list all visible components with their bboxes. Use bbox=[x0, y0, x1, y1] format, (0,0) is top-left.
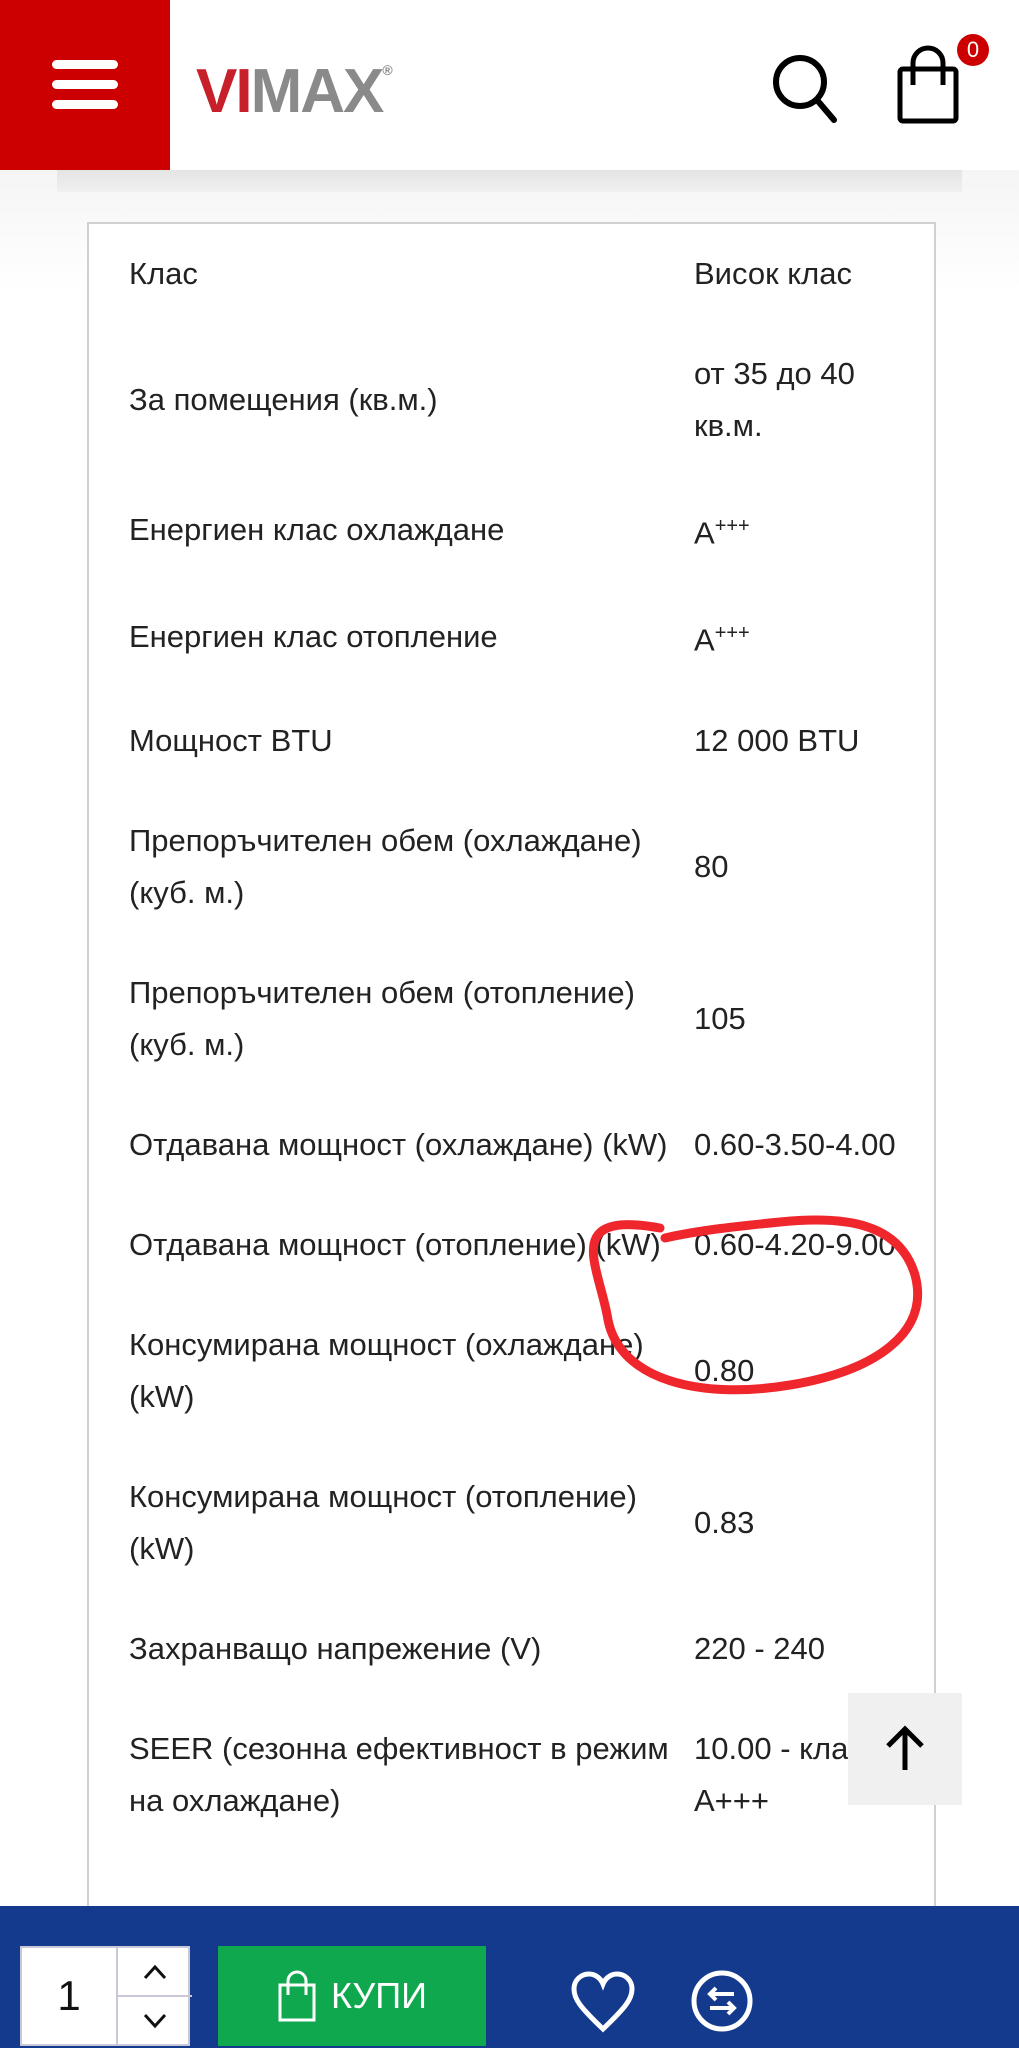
spec-label: Енергиен клас отопление bbox=[129, 618, 498, 654]
spec-value: A+++ bbox=[694, 622, 750, 658]
spec-value: 0.60-4.20-9.00 bbox=[694, 1226, 896, 1262]
spec-value: 220 - 240 bbox=[694, 1630, 825, 1666]
spec-row: Препоръчителен обем (отопление) (куб. м.… bbox=[89, 943, 934, 1095]
menu-icon-bar bbox=[52, 100, 118, 109]
buy-label: КУПИ bbox=[331, 1975, 427, 2016]
spec-label: Мощност BTU bbox=[129, 722, 333, 758]
spec-row: Консумирана мощност (охлаждане) (kW) 0.80 bbox=[89, 1295, 934, 1447]
quantity-decrease-button[interactable] bbox=[116, 1997, 192, 2044]
spec-label: Консумирана мощност (отопление) (kW) bbox=[129, 1478, 637, 1566]
chevron-up-icon bbox=[143, 1964, 167, 1979]
quantity-increase-button[interactable] bbox=[116, 1948, 192, 1997]
menu-icon-bar bbox=[52, 80, 118, 89]
spec-label: За помещения (кв.м.) bbox=[129, 382, 438, 417]
header-shadow bbox=[57, 170, 962, 192]
spec-label: Консумирана мощност (охлаждане) (kW) bbox=[129, 1326, 644, 1414]
spec-row: Мощност BTU 12 000 BTU bbox=[89, 691, 934, 791]
spec-label: Отдавана мощност (отопление) (kW) bbox=[129, 1226, 661, 1262]
heart-icon[interactable] bbox=[570, 1971, 636, 2033]
spec-value: Висок клас bbox=[694, 256, 852, 291]
spec-row: Отдавана мощност (отопление) (kW) 0.60-4.… bbox=[89, 1195, 934, 1295]
spec-row: Енергиен клас отопление A+++ bbox=[89, 583, 934, 690]
bottom-action-bar: 1 КУПИ bbox=[0, 1906, 1019, 2048]
cart-count-badge: 0 bbox=[957, 34, 989, 66]
quantity-input[interactable]: 1 bbox=[57, 1972, 81, 2019]
arrow-up-icon bbox=[886, 1725, 924, 1770]
spec-value: от 35 до 40 кв.м. bbox=[694, 356, 855, 443]
spec-label: Клас bbox=[129, 256, 198, 291]
spec-value: 10.00 - клас A+++ bbox=[694, 1730, 864, 1818]
spec-row: Консумирана мощност (отопление) (kW) 0.83 bbox=[89, 1447, 934, 1599]
spec-value: 80 bbox=[694, 848, 729, 884]
vimax-logo[interactable]: VIMAX® bbox=[196, 57, 393, 126]
spec-row: За помещения (кв.м.) от 35 до 40 кв.м. bbox=[89, 324, 934, 476]
shopping-bag-icon bbox=[278, 1970, 316, 2022]
spec-row: Препоръчителен обем (охлаждане) (куб. м.… bbox=[89, 791, 934, 943]
quantity-stepper[interactable]: 1 bbox=[20, 1946, 192, 2046]
registered-mark: ® bbox=[382, 62, 392, 78]
spec-value: A+++ bbox=[694, 515, 750, 551]
spec-value: 105 bbox=[694, 1000, 746, 1036]
spec-row: Захранващо напрежение (V) 220 - 240 bbox=[89, 1599, 934, 1699]
spec-row: SEER (сезонна ефективност в режим на охл… bbox=[89, 1699, 934, 1851]
menu-button[interactable] bbox=[0, 0, 170, 170]
buy-button[interactable]: КУПИ bbox=[218, 1946, 486, 2046]
spec-value: 12 000 BTU bbox=[694, 722, 860, 758]
spec-row: Клас Висок клас bbox=[89, 224, 934, 324]
spec-value: 0.83 bbox=[694, 1504, 755, 1540]
spec-label: Препоръчителен обем (отопление) (куб. м.… bbox=[129, 974, 635, 1062]
site-header: VIMAX® 0 bbox=[0, 0, 1019, 170]
spec-row: Енергиен клас охлаждане A+++ bbox=[89, 476, 934, 583]
chevron-down-icon bbox=[143, 2013, 167, 2028]
spec-row: Отдавана мощност (охлаждане) (kW) 0.60-3.… bbox=[89, 1095, 934, 1195]
menu-icon bbox=[52, 60, 118, 69]
specifications-table: Клас Висок клас За помещения (кв.м.) от 35 … bbox=[87, 222, 936, 1924]
spec-value: 0.80 bbox=[694, 1352, 755, 1388]
compare-icon[interactable] bbox=[690, 1969, 754, 2033]
spec-label: Енергиен клас охлаждане bbox=[129, 511, 505, 547]
shopping-bag-icon[interactable] bbox=[895, 45, 965, 125]
spec-label: Отдавана мощност (охлаждане) (kW) bbox=[129, 1126, 668, 1162]
search-icon[interactable] bbox=[770, 52, 840, 124]
spec-label: Препоръчителен обем (охлаждане) (куб. м.… bbox=[129, 822, 642, 910]
spec-label: Захранващо напрежение (V) bbox=[129, 1630, 542, 1666]
spec-label: SEER (сезонна ефективност в режим на охл… bbox=[129, 1730, 669, 1818]
spec-value: 0.60-3.50-4.00 bbox=[694, 1126, 896, 1162]
scroll-to-top-button[interactable] bbox=[848, 1693, 962, 1805]
